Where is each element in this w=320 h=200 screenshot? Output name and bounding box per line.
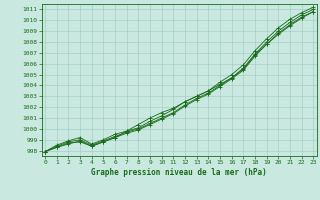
X-axis label: Graphe pression niveau de la mer (hPa): Graphe pression niveau de la mer (hPa) xyxy=(91,168,267,177)
